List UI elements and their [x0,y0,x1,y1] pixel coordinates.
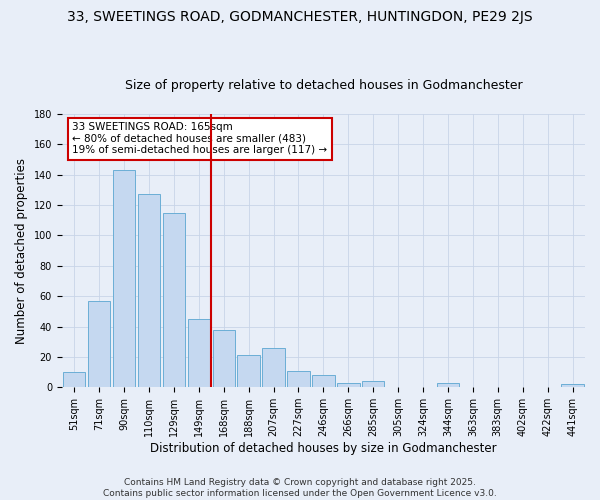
Text: 33, SWEETINGS ROAD, GODMANCHESTER, HUNTINGDON, PE29 2JS: 33, SWEETINGS ROAD, GODMANCHESTER, HUNTI… [67,10,533,24]
Bar [562,384,584,387]
Bar [212,330,235,387]
Bar [262,348,285,387]
Bar [163,212,185,387]
Text: Contains HM Land Registry data © Crown copyright and database right 2025.
Contai: Contains HM Land Registry data © Crown c… [103,478,497,498]
Bar [113,170,135,387]
Bar [312,375,335,387]
Title: Size of property relative to detached houses in Godmanchester: Size of property relative to detached ho… [125,79,522,92]
Y-axis label: Number of detached properties: Number of detached properties [15,158,28,344]
Bar [337,382,359,387]
Bar [138,194,160,387]
Bar [238,356,260,387]
Bar [88,300,110,387]
Bar [362,381,385,387]
Bar [188,319,210,387]
Bar [63,372,85,387]
Text: 33 SWEETINGS ROAD: 165sqm
← 80% of detached houses are smaller (483)
19% of semi: 33 SWEETINGS ROAD: 165sqm ← 80% of detac… [72,122,328,156]
Bar [437,382,459,387]
X-axis label: Distribution of detached houses by size in Godmanchester: Distribution of detached houses by size … [150,442,497,455]
Bar [287,370,310,387]
